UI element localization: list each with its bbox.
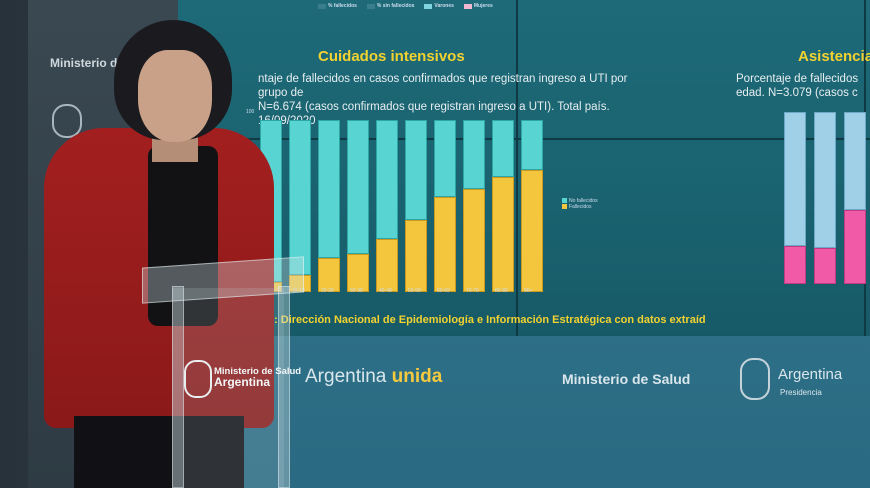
speaker	[40, 18, 290, 488]
podium-leg	[172, 286, 184, 488]
uti-bar-no-fallecidos	[347, 120, 369, 254]
ministerio-logo-text: Ministerio de Salud	[562, 371, 691, 387]
uti-x-tick: 70-79	[466, 288, 479, 294]
asistencia-title: Asistencia	[798, 48, 870, 65]
y-tick-label: 100	[246, 109, 255, 115]
asistencia-bar-fallecidos	[814, 248, 836, 284]
argentina-unida-logo: Argentina unida	[305, 366, 442, 388]
asistencia-bar-no-fallecidos	[814, 112, 836, 248]
data-source-caption: Fuente: Dirección Nacional de Epidemiolo…	[238, 314, 706, 326]
uti-bar-fallecidos	[376, 239, 398, 292]
uti-bar-fallecidos	[434, 197, 456, 292]
uti-x-tick: 60-69	[437, 288, 450, 294]
asistencia-bar-no-fallecidos	[844, 112, 866, 210]
asistencia-subtitle-line: edad. N=3.079 (casos c	[736, 87, 858, 99]
asistencia-bar	[784, 112, 806, 284]
uti-bar-no-fallecidos	[318, 120, 340, 258]
asistencia-subtitle-line: Porcentaje de fallecidos	[736, 73, 859, 85]
legend-label: Varones	[434, 3, 454, 9]
uti-x-tick: 30-39	[350, 288, 363, 294]
acrylic-podium: Ministerio de Salud Argentina	[142, 256, 304, 488]
projection-screen: % fallecidos % sin fallecidos Varones Mu…	[178, 0, 870, 336]
uti-x-tick: 80-89	[495, 288, 508, 294]
uti-bar	[434, 120, 456, 292]
uti-x-tick: 10-19	[292, 288, 305, 294]
asistencia-subtitle: Porcentaje de fallecidos edad. N=3.079 (…	[736, 72, 870, 100]
asistencia-bar-no-fallecidos	[784, 112, 806, 246]
uti-x-tick: 90+	[524, 288, 533, 294]
uti-x-tick: 50-59	[408, 288, 421, 294]
uti-bar-no-fallecidos	[405, 120, 427, 220]
brand-word: unida	[391, 366, 443, 387]
uti-x-tick: 20-29	[321, 288, 334, 294]
uti-bar	[318, 120, 340, 292]
uti-bar-fallecidos	[318, 258, 340, 292]
coat-of-arms-icon	[184, 360, 212, 398]
legend-label: No fallecidos	[569, 198, 598, 204]
uti-bar-no-fallecidos	[376, 120, 398, 239]
asistencia-bar-fallecidos	[844, 210, 866, 284]
uti-bar	[376, 120, 398, 292]
coat-of-arms-icon	[52, 104, 82, 138]
stage-backdrop-bar	[178, 336, 870, 488]
uti-x-tick: 40-49	[379, 288, 392, 294]
uti-bar	[347, 120, 369, 292]
uti-bar-fallecidos	[521, 170, 543, 292]
uti-bar-no-fallecidos	[289, 120, 311, 275]
asistencia-bar-fallecidos	[784, 246, 806, 284]
legend-item: Fallecidos	[562, 204, 598, 210]
legend-item: Varones	[424, 3, 454, 9]
uti-bar-no-fallecidos	[521, 120, 543, 170]
uti-stacked-bar-chart: <1010-1920-2930-3940-4950-5960-6970-7980…	[246, 109, 560, 294]
argentina-presidencia-text: Argentina	[778, 366, 843, 383]
legend-label: Mujeres	[473, 3, 493, 9]
asistencia-bar	[844, 112, 866, 284]
legend-item: Mujeres	[463, 3, 493, 9]
legend-item: No fallecidos	[562, 198, 598, 204]
presidencia-text: Presidencia	[780, 388, 822, 397]
uti-bar-no-fallecidos	[492, 120, 514, 177]
legend-item: % sin fallecidos	[366, 3, 415, 9]
uti-bar-fallecidos	[463, 189, 485, 292]
uti-title: Cuidados intensivos	[318, 48, 465, 65]
uti-bar-fallecidos	[347, 254, 369, 292]
screen-seam	[516, 0, 518, 336]
uti-bar	[521, 120, 543, 292]
uti-bar	[463, 120, 485, 292]
uti-bar-fallecidos	[405, 220, 427, 292]
face	[138, 50, 212, 142]
pants	[74, 416, 244, 488]
uti-bar	[492, 120, 514, 292]
uti-bar-no-fallecidos	[434, 120, 456, 197]
podium-branding: Ministerio de Salud Argentina	[214, 366, 301, 388]
uti-subtitle: ntaje de fallecidos en casos confirmados…	[258, 72, 658, 128]
legend-label: % sin fallecidos	[376, 3, 415, 9]
legend-label: Fallecidos	[569, 204, 592, 210]
uti-subtitle-line: ntaje de fallecidos en casos confirmados…	[258, 73, 628, 99]
uti-bar	[289, 120, 311, 292]
uti-bar	[405, 120, 427, 292]
uti-bar-fallecidos	[289, 275, 311, 292]
asistencia-bar	[814, 112, 836, 284]
legend-label: % fallecidos	[328, 3, 357, 9]
top-legend: % fallecidos % sin fallecidos Varones Mu…	[318, 3, 493, 9]
uti-bar-fallecidos	[492, 177, 514, 292]
coat-of-arms-icon	[740, 358, 770, 400]
black-shirt	[148, 146, 218, 326]
brand-word: Argentina	[305, 366, 387, 387]
uti-legend: No fallecidos Fallecidos	[562, 198, 598, 210]
podium-text: Argentina	[214, 375, 271, 389]
podium-text: Ministerio de Salud	[214, 366, 302, 377]
legend-item: % fallecidos	[318, 3, 357, 9]
uti-bar-no-fallecidos	[463, 120, 485, 189]
asistencia-stacked-bar-chart	[778, 112, 870, 284]
